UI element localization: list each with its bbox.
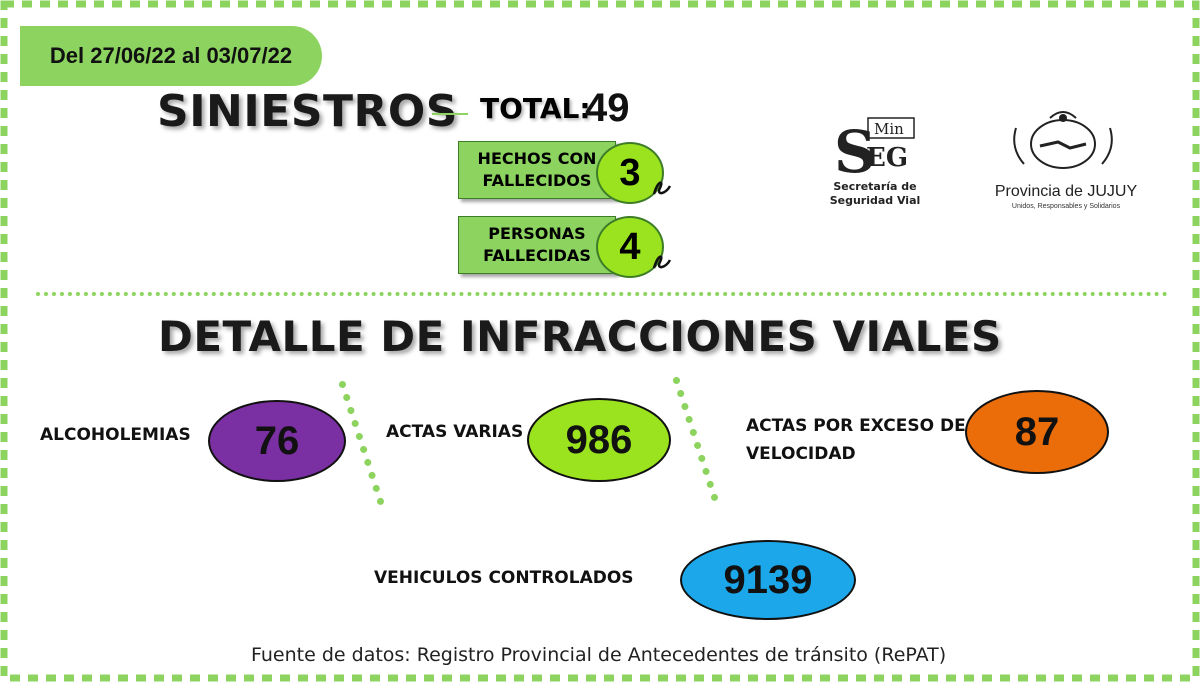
infracciones-title: DETALLE DE INFRACCIONES VIALES [158,312,1002,361]
seg-caption: Secretaría de Seguridad Vial [822,180,928,208]
minseg-logo: S Min EG [830,112,920,212]
actas-varias-label: ACTAS VARIAS [386,422,524,442]
jujuy-name: Provincia de JUJUY [994,183,1138,200]
total-label: TOTAL: [480,92,591,125]
personas-fallecidas-box: PERSONAS FALLECIDAS [458,216,616,274]
exceso-velocidad-label: ACTAS POR EXCESO DE VELOCIDAD [746,416,966,464]
siniestros-title: SINIESTROS [157,86,458,137]
date-range-tab: Del 27/06/22 al 03/07/22 [20,26,322,86]
actas-varias-value: 986 [527,398,671,482]
hechos-fallecidos-value: 3 [596,142,664,204]
seg-letter-s: S [834,118,876,182]
vehiculos-controlados-label: VEHICULOS CONTROLADOS [374,568,634,588]
date-range-text: Del 27/06/22 al 03/07/22 [49,43,293,68]
personas-fallecidas-value: 4 [596,216,664,278]
title-connector-line [432,113,468,115]
alcoholemias-label: ALCOHOLEMIAS [40,425,191,445]
total-value: 49 [585,86,630,130]
mourning-ribbon-icon [650,250,672,276]
mourning-ribbon-icon [650,176,672,202]
seg-min-text: Min [874,120,904,138]
hechos-label-line1: HECHOS CON [477,149,597,168]
section-divider [36,292,1168,296]
personas-label-line1: PERSONAS [488,224,586,243]
personas-label-line2: FALLECIDAS [483,246,591,265]
hechos-fallecidos-box: HECHOS CON FALLECIDOS [458,141,616,199]
jujuy-emblem-icon [1010,108,1116,174]
alcoholemias-value: 76 [208,400,346,482]
vehiculos-controlados-value: 9139 [680,540,856,620]
data-source-footer: Fuente de datos: Registro Provincial de … [251,644,947,666]
hechos-label-line2: FALLECIDOS [482,171,592,190]
seg-caption-line1: Secretaría de [833,180,917,193]
exceso-velocidad-value: 87 [965,390,1109,474]
seg-eg-text: EG [866,143,908,173]
seg-caption-line2: Seguridad Vial [829,194,921,207]
jujuy-motto: Unidos, Responsables y Solidarios [1011,203,1121,210]
